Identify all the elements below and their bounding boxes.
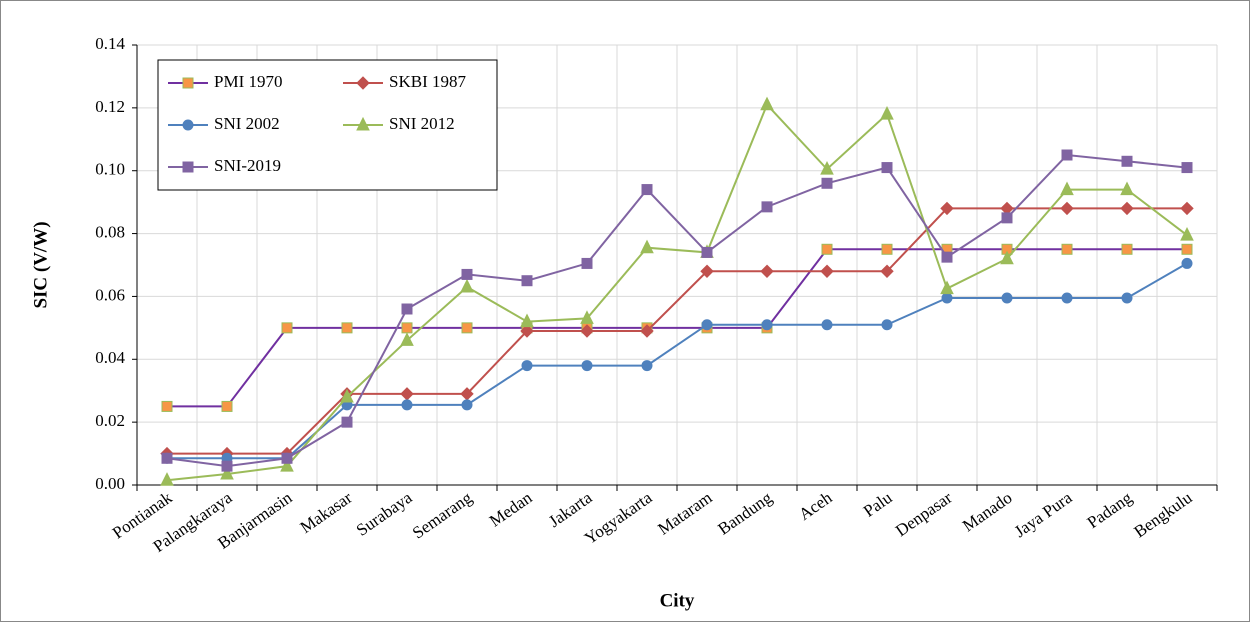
y-tick-label: 0.08 — [95, 222, 125, 241]
marker — [881, 162, 893, 174]
marker — [940, 280, 954, 295]
y-axis-title: SIC (V/W) — [30, 221, 51, 308]
marker — [641, 360, 653, 372]
marker — [520, 324, 534, 338]
marker — [880, 264, 894, 278]
legend-label: SNI 2002 — [214, 114, 280, 133]
marker — [1061, 149, 1073, 161]
marker — [761, 319, 773, 331]
marker — [1180, 201, 1194, 216]
marker — [941, 292, 953, 304]
series-line — [167, 262, 1188, 460]
marker — [1000, 250, 1014, 265]
marker — [580, 324, 594, 338]
marker — [940, 201, 954, 216]
marker — [280, 458, 294, 472]
series-line — [166, 102, 1188, 482]
marker — [1120, 201, 1134, 216]
y-tick-label: 0.10 — [95, 160, 125, 179]
marker — [760, 96, 774, 111]
marker — [182, 119, 194, 131]
marker — [221, 400, 233, 412]
marker — [341, 322, 353, 334]
marker — [1181, 257, 1193, 269]
y-tick-label: 0.12 — [95, 97, 125, 116]
legend: PMI 1970 SKBI 1987 SNI 2002 SNI 2012 SNI-201… — [157, 59, 498, 191]
marker — [1001, 292, 1013, 304]
marker — [161, 400, 173, 412]
marker — [821, 243, 833, 255]
y-tick-label: 0.02 — [95, 411, 125, 430]
marker — [581, 360, 593, 372]
marker — [1181, 243, 1193, 255]
marker — [401, 303, 413, 315]
marker — [761, 201, 773, 213]
marker — [220, 465, 234, 480]
marker — [641, 184, 653, 196]
legend-box — [157, 59, 498, 191]
marker — [460, 278, 474, 293]
marker — [1180, 227, 1194, 241]
y-tick-label: 0.06 — [95, 285, 125, 304]
marker — [640, 324, 654, 338]
marker — [521, 275, 533, 287]
marker — [1121, 292, 1133, 304]
marker — [182, 77, 194, 89]
marker — [820, 161, 834, 175]
marker — [461, 399, 473, 411]
series-line — [167, 248, 1187, 408]
marker — [700, 264, 714, 278]
marker — [820, 264, 834, 278]
marker — [1060, 181, 1074, 196]
marker — [401, 399, 413, 411]
marker — [401, 322, 413, 334]
marker — [341, 416, 353, 428]
marker — [400, 332, 414, 346]
marker — [1120, 181, 1134, 196]
marker — [1060, 201, 1074, 216]
marker — [640, 239, 654, 254]
x-axis-title: City — [660, 590, 695, 611]
marker — [221, 460, 233, 472]
marker — [520, 313, 534, 328]
marker — [160, 472, 174, 486]
marker — [161, 452, 173, 464]
y-tick-label: 0.00 — [95, 474, 125, 493]
marker — [580, 310, 594, 324]
marker — [821, 177, 833, 189]
marker — [701, 319, 713, 331]
marker — [1001, 212, 1013, 224]
marker — [356, 116, 370, 131]
series-line — [166, 153, 1188, 468]
marker — [581, 257, 593, 269]
y-tick-label: 0.04 — [95, 348, 125, 367]
marker — [281, 322, 293, 334]
marker — [881, 319, 893, 331]
marker — [1181, 162, 1193, 174]
marker — [941, 251, 953, 263]
legend-label: PMI 1970 — [214, 72, 282, 91]
marker — [1061, 292, 1073, 304]
marker — [461, 268, 473, 280]
marker — [701, 246, 713, 258]
marker — [356, 76, 370, 90]
marker — [340, 388, 354, 403]
legend-label: SNI-2019 — [214, 156, 281, 175]
marker — [521, 360, 533, 372]
marker — [881, 243, 893, 255]
marker — [821, 319, 833, 331]
marker — [461, 322, 473, 334]
marker — [1121, 155, 1133, 167]
legend-label: SNI 2012 — [389, 114, 455, 133]
marker — [182, 161, 194, 173]
marker — [1061, 243, 1073, 255]
marker — [1121, 243, 1133, 255]
legend-label: SKBI 1987 — [389, 72, 466, 91]
marker — [281, 452, 293, 464]
marker — [760, 264, 774, 278]
y-tick-label: 0.14 — [95, 34, 125, 53]
marker — [880, 106, 894, 120]
